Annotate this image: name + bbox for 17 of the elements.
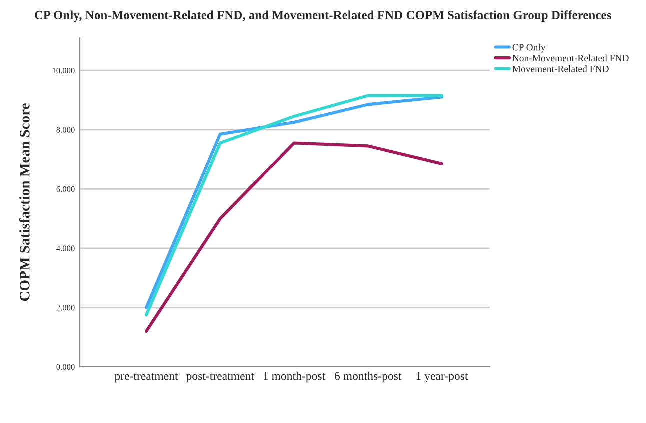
x-tick-label: 1 month-post [264,372,326,383]
y-tick-label: 4.000 [56,246,75,252]
line-series [144,142,444,333]
y-tick-label: 10.000 [52,68,75,74]
x-tick-label: post-treatment [186,373,254,383]
legend-label: CP Only [512,44,546,53]
x-tick-label: 6 months-post [335,372,402,383]
y-tick-label: 8.000 [56,127,75,133]
y-tick-label: 6.000 [56,186,75,192]
x-tick-label: 1 year-post [416,372,468,383]
x-tick-label: pre-treatment [114,373,178,383]
legend-label: Movement-Related FND [512,66,609,72]
y-axis-title: COPM Satisfaction Mean Score [19,104,30,302]
y-tick-label: 2.000 [56,305,75,311]
chart-title: CP Only, Non-Movement-Related FND, and Movement-Related FND COPM Satisfaction Group Differences [34,10,612,22]
y-tick-label: 0.000 [56,364,75,370]
legend-label: Non-Movement-Related FND [512,54,629,62]
